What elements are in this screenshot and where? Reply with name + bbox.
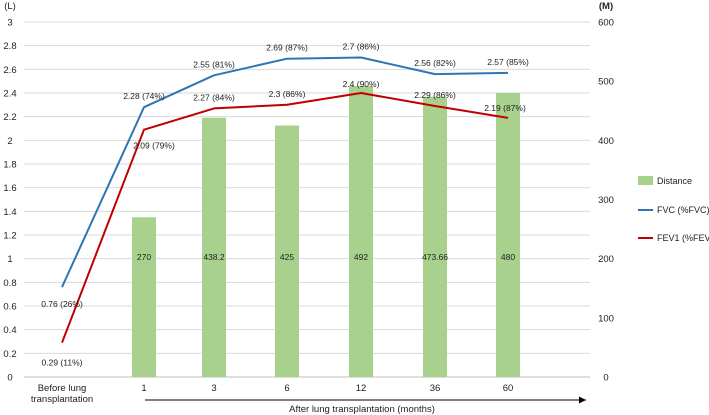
- left-axis-tick-label: 2.8: [3, 41, 16, 52]
- left-axis-tick-label: 1: [7, 254, 12, 265]
- fev1-data-label: 0.29 (11%): [42, 358, 83, 368]
- fev1-line: [61, 92, 509, 344]
- fvc-data-label: 0.76 (26%): [41, 299, 83, 309]
- legend-label: FVC (%FVC): [657, 205, 709, 215]
- fvc-data-label: 2.69 (87%): [266, 43, 308, 53]
- x-category-label: 6: [284, 383, 289, 394]
- left-axis-tick-label: 0.8: [3, 278, 16, 289]
- x-category-label: 36: [430, 383, 441, 394]
- legend-label: Distance: [657, 176, 692, 186]
- lung-function-lines: [61, 56, 509, 344]
- distance-bar-label: 473.66: [422, 252, 448, 262]
- post-transplant-arrow-head: [579, 396, 586, 404]
- distance-bar: [275, 125, 299, 378]
- left-axis-tick-label: 0: [7, 373, 12, 384]
- legend-swatch-distance: [638, 176, 653, 185]
- left-axis-tick-label: 2.6: [3, 65, 16, 76]
- x-axis-title: After lung transplantation (months): [289, 404, 435, 415]
- distance-bar: [132, 217, 156, 377]
- fev1-data-label: 2.27 (84%): [193, 92, 235, 102]
- x-axis: After lung transplantation (months) Befo…: [31, 383, 586, 415]
- distance-bar: [349, 85, 373, 378]
- distance-bar-label: 492: [354, 252, 368, 262]
- fvc-line: [61, 56, 509, 288]
- distance-bar: [423, 96, 447, 378]
- legend-label: FEV1 (%FEV1): [657, 233, 709, 243]
- right-axis-unit-label: (M): [599, 1, 613, 12]
- fvc-data-label: 2.56 (82%): [414, 58, 456, 68]
- fvc-data-label: 2.57 (85%): [487, 57, 529, 67]
- left-axis-tick-label: 0.6: [3, 302, 16, 313]
- right-axis-tick-label: 200: [598, 254, 614, 265]
- distance-bar-label: 270: [137, 252, 151, 262]
- distance-bar: [202, 117, 226, 378]
- fev1-data-label: 2.29 (86%): [414, 90, 456, 100]
- gridlines: [24, 21, 590, 378]
- left-axis-tick-label: 1.6: [3, 183, 16, 194]
- fev1-data-label: 2.3 (86%): [269, 89, 306, 99]
- x-category-label: 60: [503, 383, 514, 394]
- right-axis-tick-label: 500: [598, 77, 614, 88]
- fev1-data-label: 2.09 (79%): [133, 141, 175, 151]
- x-category-label: 3: [211, 383, 216, 394]
- distance-bar-label: 425: [280, 252, 294, 262]
- right-axis-tick-label: 400: [598, 136, 614, 147]
- left-axis-tick-label: 1.4: [3, 207, 16, 218]
- left-axis-tick-label: 1.2: [3, 231, 16, 242]
- right-axis-tick-label: 100: [598, 313, 614, 324]
- x-category-label: 12: [356, 383, 367, 394]
- distance-bar: [496, 93, 520, 377]
- fev1-data-label: 2.4 (90%): [343, 79, 380, 89]
- x-category-label: transplantation: [31, 394, 93, 405]
- left-axis-tick-label: 2.2: [3, 112, 16, 123]
- fvc-data-label: 2.7 (86%): [343, 42, 380, 52]
- distance-bar-label: 438.2: [203, 252, 225, 262]
- fvc-data-label: 2.28 (74%): [123, 91, 165, 101]
- right-axis-tick-label: 300: [598, 195, 614, 206]
- data-labels: 270 438.2 425 492 473.66 480 0.76 (26%) 2.28 (7…: [41, 42, 529, 368]
- left-axis-unit-label: (L): [4, 1, 16, 12]
- axes: (L) (M) 0 0.2 0.4 0.6 0.8 1 1.2 1.4 1.6 1.8 2 2.2 2.…: [3, 1, 614, 384]
- x-category-label: Before lung: [38, 383, 87, 394]
- right-axis-tick-label: 600: [598, 18, 614, 29]
- left-axis-tick-label: 2.4: [3, 89, 16, 100]
- left-axis-tick-label: 2: [7, 136, 12, 147]
- distance-bars: [132, 85, 520, 378]
- left-axis-tick-label: 0.4: [3, 325, 16, 336]
- legend: Distance FVC (%FVC) FEV1 (%FEV1): [638, 176, 709, 243]
- fev1-data-label: 2.19 (87%): [484, 103, 526, 113]
- left-axis-tick-label: 1.8: [3, 160, 16, 171]
- fvc-data-label: 2.55 (81%): [193, 59, 235, 69]
- distance-bar-label: 480: [501, 252, 515, 262]
- x-category-label: 1: [141, 383, 146, 394]
- left-axis-tick-label: 3: [7, 18, 12, 29]
- left-axis-tick-label: 0.2: [3, 349, 16, 360]
- right-axis-tick-label: 0: [603, 373, 608, 384]
